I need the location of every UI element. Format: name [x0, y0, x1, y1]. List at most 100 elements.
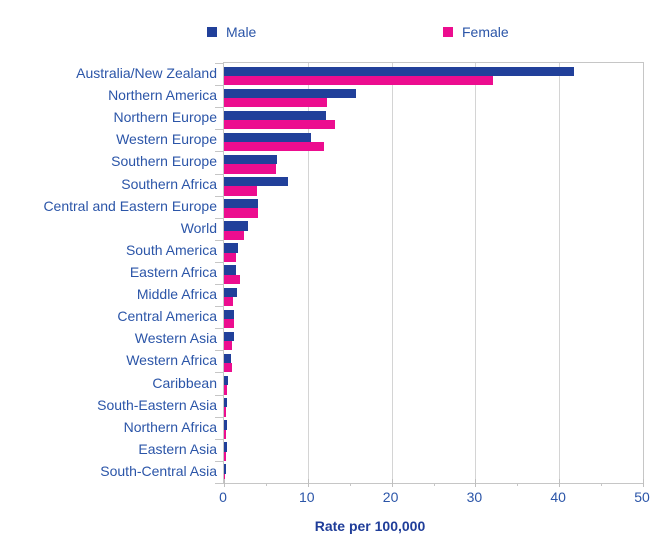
male-legend-swatch — [207, 27, 217, 37]
legend-item-female: Female — [443, 24, 509, 40]
bar-male — [224, 464, 226, 474]
x-tick-label-10: 10 — [299, 489, 315, 505]
category-label: Central America — [117, 308, 217, 325]
category-tick — [215, 372, 223, 374]
female-legend-label: Female — [462, 24, 509, 40]
bar-female — [224, 363, 232, 373]
x-tick-minor-25 — [433, 483, 435, 486]
bar-male — [224, 243, 239, 253]
gridline-10 — [307, 63, 309, 483]
x-tick-minor-35 — [517, 483, 519, 486]
category-label: Southern Africa — [121, 175, 217, 192]
category-label: South America — [125, 241, 217, 258]
bar-male — [224, 376, 229, 386]
bar-male — [224, 110, 327, 121]
male-legend-label: Male — [226, 24, 257, 40]
category-tick — [215, 328, 223, 330]
x-tick-label-50: 50 — [634, 489, 650, 505]
category-tick — [215, 239, 223, 241]
bar-female — [224, 341, 232, 351]
bar-male — [224, 442, 227, 452]
category-label: Southern Europe — [111, 153, 217, 170]
category-tick — [215, 261, 223, 263]
bar-male — [224, 199, 259, 209]
category-label: Australia/New Zealand — [76, 65, 217, 82]
bar-female — [224, 142, 324, 152]
gridline-30 — [475, 63, 477, 483]
x-tick-label-30: 30 — [466, 489, 483, 505]
category-tick — [215, 460, 223, 462]
bar-male — [224, 287, 237, 297]
female-legend-swatch — [443, 27, 453, 37]
x-tick-minor-15 — [349, 483, 351, 486]
bar-female — [224, 75, 493, 86]
x-tick-minor-5 — [265, 483, 267, 486]
x-axis-title: Rate per 100,000 — [314, 518, 426, 534]
category-label: Eastern Africa — [129, 263, 217, 280]
category-tick — [215, 217, 223, 219]
category-label: World — [180, 219, 217, 236]
x-tick-major-20 — [391, 479, 393, 487]
bar-female — [224, 120, 336, 130]
gridline-20 — [391, 63, 393, 483]
bar-male — [224, 420, 227, 430]
bar-female — [224, 208, 259, 218]
x-tick-minor-45 — [601, 483, 603, 486]
bar-male — [224, 221, 249, 231]
category-tick — [215, 416, 223, 418]
bar-female — [224, 97, 328, 108]
bar-female — [224, 473, 225, 483]
x-tick-major-30 — [475, 479, 477, 487]
category-label: Western Europe — [116, 131, 217, 148]
bar-female — [224, 429, 226, 439]
bar-female — [224, 186, 257, 196]
x-tick-major-40 — [559, 479, 561, 487]
bar-female — [224, 164, 276, 174]
x-tick-major-50 — [643, 479, 644, 487]
category-tick — [215, 63, 223, 64]
bar-female — [224, 296, 234, 307]
bar-male — [224, 154, 277, 165]
x-tick-label-0: 0 — [219, 489, 227, 505]
bar-male — [224, 132, 312, 143]
category-label: Eastern Asia — [138, 440, 217, 457]
category-tick — [215, 129, 223, 131]
category-tick — [215, 151, 223, 153]
category-label: Western Asia — [134, 330, 217, 347]
bar-male — [224, 66, 575, 76]
bar-male — [224, 265, 236, 275]
category-label: Northern America — [108, 87, 217, 104]
category-axis-labels: Australia/New Zealand Northern America Nor… — [0, 62, 217, 482]
legend-item-male: Male — [207, 24, 256, 40]
category-label: Central and Eastern Europe — [43, 197, 217, 214]
plot-area — [215, 62, 644, 487]
bar-female — [224, 318, 235, 329]
bar-female — [224, 451, 226, 461]
category-tick — [215, 438, 223, 440]
bar-female — [224, 230, 245, 240]
category-label: Northern Europe — [113, 109, 217, 126]
bar-male — [224, 353, 231, 364]
bar-female — [224, 274, 240, 285]
category-tick — [215, 85, 223, 87]
category-tick — [215, 306, 223, 308]
category-tick — [215, 394, 223, 396]
x-tick-major-0 — [224, 479, 225, 487]
category-label: Middle Africa — [136, 286, 217, 303]
bar-male — [224, 309, 235, 319]
bar-male — [224, 177, 288, 187]
category-label: Northern Africa — [123, 418, 217, 435]
bar-female — [224, 252, 236, 262]
category-tick — [215, 350, 223, 352]
category-tick — [215, 483, 223, 484]
category-tick — [215, 107, 223, 109]
x-tick-label-20: 20 — [382, 489, 399, 505]
category-label: Caribbean — [152, 374, 217, 391]
bar-male — [224, 398, 228, 408]
gridline-40 — [559, 63, 561, 483]
x-tick-major-10 — [307, 479, 309, 487]
category-tick — [215, 195, 223, 197]
x-tick-label-40: 40 — [550, 489, 566, 505]
bar-female — [224, 407, 226, 417]
